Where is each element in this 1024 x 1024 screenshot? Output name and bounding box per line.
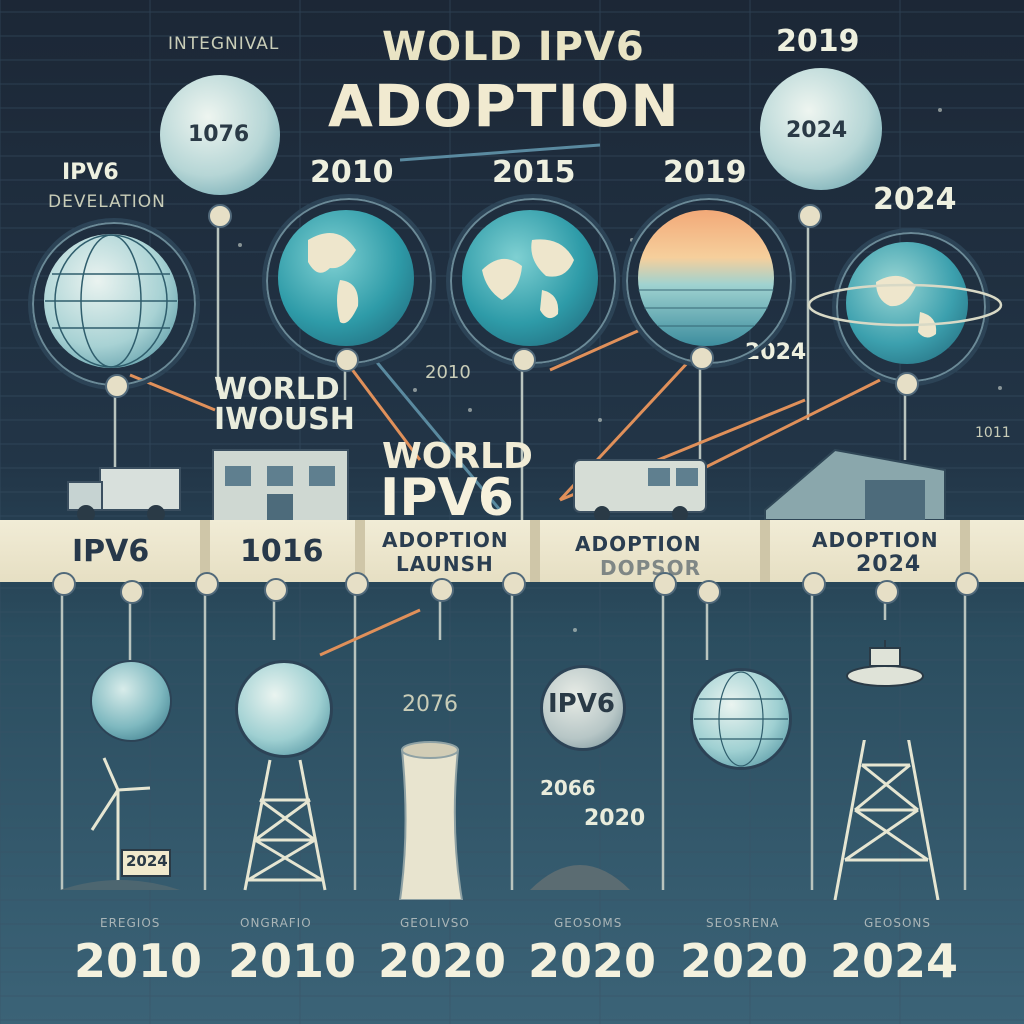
node-icon	[512, 348, 536, 372]
bottom-caption-1: EREGIOS	[100, 916, 161, 930]
center-world-text: WORLD	[382, 436, 533, 477]
center-ipv6-text: IPV6	[380, 468, 514, 528]
title-line-2: ADOPTION	[328, 72, 680, 140]
banner-right-line1: ADOPTION	[575, 532, 702, 556]
sign-text: 2024	[126, 852, 168, 870]
banner-center-line2: LAUNSH	[396, 552, 494, 576]
year-label-3: 2019	[663, 155, 747, 190]
banner-far-right-line1: ADOPTION	[812, 528, 939, 552]
bus-icon	[573, 459, 707, 522]
banner-divider	[200, 520, 210, 582]
building-icon	[212, 449, 349, 523]
lower-year-2066: 2066	[540, 776, 596, 800]
world-text: WORLD	[214, 372, 340, 407]
bottom-caption-3: GEOLIVSO	[400, 916, 470, 930]
node-icon	[264, 578, 288, 602]
banner-far-right-line2: 2024	[856, 552, 922, 577]
banner-divider	[355, 520, 365, 582]
bottom-year-6: 2024	[830, 934, 959, 988]
node-icon	[798, 204, 822, 228]
small-globe-left-label: 1076	[188, 122, 250, 147]
node-icon	[208, 204, 232, 228]
title-line-1: WOLD IPV6	[382, 24, 645, 70]
top-left-label: INTEGNIVAL	[168, 34, 280, 54]
banner-divider	[760, 520, 770, 582]
banner-segment-1: IPV6	[72, 534, 150, 569]
node-icon	[105, 374, 129, 398]
truck-icon	[67, 467, 181, 523]
banner-segment-2: 1016	[240, 534, 324, 569]
node-icon	[653, 572, 677, 596]
right-small-label: 1011	[975, 425, 1011, 441]
node-icon	[345, 572, 369, 596]
node-icon	[697, 580, 721, 604]
ipv6-label: IPV6	[62, 160, 119, 185]
bottom-year-5: 2020	[680, 934, 809, 988]
node-icon	[895, 372, 919, 396]
lower-globe-2	[235, 660, 333, 758]
node-icon	[502, 572, 526, 596]
bottom-caption-2: ONGRAFIO	[240, 916, 312, 930]
orbit-globe-icon	[846, 242, 968, 364]
lower-globe-ipv6	[540, 665, 626, 751]
year-label-2: 2015	[492, 155, 576, 190]
banner-right-line2: DOPSOR	[600, 556, 702, 580]
small-globe-right	[760, 68, 882, 190]
node-icon	[120, 580, 144, 604]
develation-label: DEVELATION	[48, 192, 166, 212]
year-label-1: 2010	[310, 155, 394, 190]
bottom-caption-4: GEOSOMS	[554, 916, 623, 930]
mid-year-label: 2010	[425, 362, 471, 383]
lower-globe-ipv6-label: IPV6	[548, 689, 615, 719]
small-globe-right-label: 2024	[786, 118, 848, 143]
node-icon	[802, 572, 826, 596]
iwoush-text: IWOUSH	[214, 402, 355, 437]
warehouse-icon	[764, 448, 946, 521]
node-icon	[195, 572, 219, 596]
banner-divider	[960, 520, 970, 582]
sunset-globe-icon	[638, 210, 774, 346]
bottom-year-3: 2020	[378, 934, 507, 988]
node-icon	[430, 578, 454, 602]
bottom-year-2: 2010	[228, 934, 357, 988]
bottom-year-4: 2020	[528, 934, 657, 988]
node-icon	[335, 348, 359, 372]
node-icon	[52, 572, 76, 596]
lower-globe-wire	[690, 668, 792, 770]
lower-year-2076: 2076	[402, 692, 458, 717]
towers-illustration	[60, 740, 940, 900]
bottom-caption-6: GEOSONS	[864, 916, 931, 930]
top-right-year: 2019	[776, 24, 860, 59]
wireframe-globe-icon	[44, 234, 178, 368]
tower-top-icon	[846, 640, 924, 687]
earth-globe-icon-2	[462, 210, 598, 346]
node-icon	[955, 572, 979, 596]
bottom-year-1: 2010	[74, 934, 203, 988]
year-label-4: 2024	[873, 182, 957, 217]
banner-divider	[530, 520, 540, 582]
earth-globe-icon	[278, 210, 414, 346]
lower-year-2020: 2020	[584, 806, 646, 831]
node-icon	[690, 346, 714, 370]
bottom-caption-5: SEOSRENA	[706, 916, 780, 930]
small-globe-left	[160, 75, 280, 195]
timeline-banner	[0, 520, 1024, 582]
lower-globe-1	[90, 660, 172, 742]
banner-center-line1: ADOPTION	[382, 528, 509, 552]
orbit-ring	[807, 283, 1003, 327]
node-icon	[875, 580, 899, 604]
